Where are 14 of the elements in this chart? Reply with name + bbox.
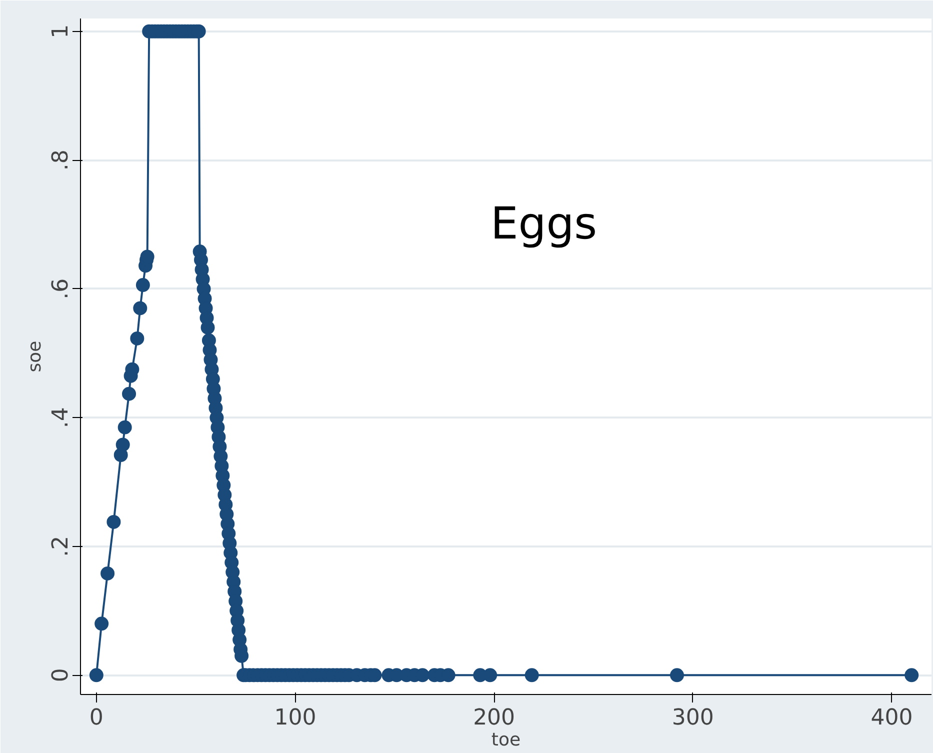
x-tick-label: 200 [473,706,516,730]
x-tick-label: 300 [672,706,714,730]
y-tick-label: 0 [48,668,74,682]
y-tick-label: 1 [48,24,74,38]
annotation: Eggs [490,198,598,250]
y-tick-label: .2 [48,536,74,557]
x-axis-title: toe [491,730,521,750]
y-tick-label: .6 [48,278,74,300]
y-axis-title: soe [24,340,46,372]
y-tick-label: .4 [48,407,74,428]
y-tick-label: .8 [48,150,74,171]
x-tick-label: 400 [870,706,913,730]
x-tick-label: 100 [274,706,316,730]
x-tick-label: 0 [89,706,104,730]
